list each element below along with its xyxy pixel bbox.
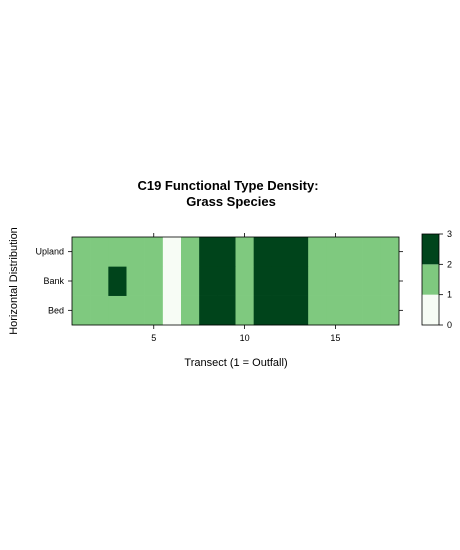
heatmap-cell <box>290 237 309 267</box>
heatmap-cell <box>108 295 127 326</box>
heatmap-cell <box>199 237 218 267</box>
color-key-label: 1 <box>447 290 452 300</box>
y-tick-label: Bed <box>48 305 64 315</box>
heatmap-cell <box>126 295 145 326</box>
heatmap-cell <box>126 237 145 267</box>
color-key-label: 2 <box>447 259 452 269</box>
heatmap-cell <box>235 295 254 326</box>
heatmap-cell <box>253 266 273 296</box>
heatmap-cell <box>90 237 109 267</box>
heatmap-cell <box>308 237 327 267</box>
color-key-swatch <box>422 234 439 265</box>
heatmap-cell <box>108 266 127 296</box>
heatmap-cell <box>217 295 236 326</box>
heatmap-cell <box>362 237 382 267</box>
heatmap-cell <box>362 295 382 326</box>
heatmap-cell <box>344 237 363 267</box>
heatmap-cell <box>235 266 254 296</box>
color-key-swatch <box>422 264 439 295</box>
chart-title-line1: C19 Functional Type Density: <box>137 178 318 193</box>
heatmap-cell <box>144 237 164 267</box>
heatmap-cell <box>253 295 273 326</box>
heatmap-cell <box>72 266 91 296</box>
x-axis-label: Transect (1 = Outfall) <box>184 357 287 369</box>
heatmap-cell <box>90 295 109 326</box>
heatmap-cell <box>181 295 200 326</box>
heatmap-cell <box>144 266 164 296</box>
heatmap-cell <box>217 266 236 296</box>
heatmap-cell <box>144 295 164 326</box>
x-tick-label: 15 <box>330 333 340 343</box>
color-key-frame <box>421 233 440 326</box>
x-tick-label: 10 <box>240 333 250 343</box>
y-tick-label: Bank <box>43 276 64 286</box>
x-axis: 5 10 15 <box>151 233 340 343</box>
heatmap-cell <box>181 266 200 296</box>
heatmap-cell <box>326 295 345 326</box>
x-tick-label: 5 <box>151 333 156 343</box>
heatmap-cell <box>271 266 291 296</box>
heatmap-cell <box>344 266 363 296</box>
heatmap-cell <box>162 295 182 326</box>
heatmap-cell <box>308 295 327 326</box>
heatmap-cell <box>290 266 309 296</box>
color-key-swatch <box>422 294 439 325</box>
heatmap-cells <box>72 237 400 326</box>
y-tick-label: Upland <box>35 247 64 257</box>
heatmap-cell <box>162 237 182 267</box>
heatmap-cell <box>380 266 400 296</box>
heatmap-cell <box>217 237 236 267</box>
heatmap-cell <box>344 295 363 326</box>
heatmap-cell <box>126 266 145 296</box>
heatmap-cell <box>72 295 91 326</box>
chart-title-line2: Grass Species <box>186 194 276 209</box>
heatmap-cell <box>308 266 327 296</box>
y-axis: Bed Bank Upland <box>35 247 403 315</box>
heatmap-cell <box>199 266 218 296</box>
heatmap-cell <box>235 237 254 267</box>
heatmap-cell <box>90 266 109 296</box>
heatmap-cell <box>271 237 291 267</box>
heatmap-cell <box>290 295 309 326</box>
heatmap-cell <box>326 237 345 267</box>
color-key-label: 0 <box>447 320 452 330</box>
heatmap-cell <box>162 266 182 296</box>
color-key-label: 3 <box>447 229 452 239</box>
heatmap-cell <box>326 266 345 296</box>
y-axis-label: Horizontal Distribution <box>8 227 20 335</box>
heatmap-cell <box>362 266 382 296</box>
color-key: 0 1 2 3 <box>421 229 452 330</box>
heatmap-cell <box>72 237 91 267</box>
heatmap-cell <box>380 237 400 267</box>
heatmap-cell <box>271 295 291 326</box>
heatmap-cell <box>199 295 218 326</box>
heatmap-cell <box>181 237 200 267</box>
heatmap-cell <box>108 237 127 267</box>
heatmap-cell <box>380 295 400 326</box>
heatmap-cell <box>253 237 273 267</box>
